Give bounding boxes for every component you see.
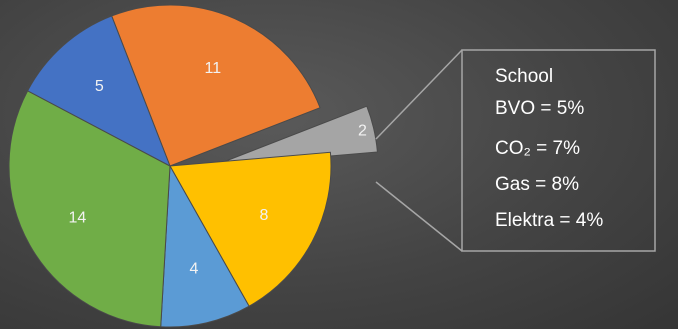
callout-leader-top [375, 49, 463, 140]
callout-line-1: School [495, 66, 553, 87]
callout-line-4: Gas = 8% [495, 174, 579, 195]
pie-slice-14 [8, 90, 171, 328]
pie-slice-5 [26, 15, 171, 168]
slice-label-4: 4 [190, 261, 199, 278]
pie-slice-11 [111, 4, 321, 167]
callout-box [461, 49, 656, 252]
callout-line-5: Elektra = 4% [495, 210, 603, 231]
callout-line-3: CO₂ = 7% [495, 138, 580, 159]
slice-label-5: 5 [95, 78, 104, 95]
callout: School BVO = 5% CO₂ = 7% Gas = 8% Elektr… [375, 49, 656, 252]
pie-slice-8 [169, 151, 332, 307]
slice-label-2: 2 [358, 123, 367, 140]
pie-slices [8, 4, 378, 328]
slice-labels: 11 2 8 4 14 5 [69, 60, 368, 278]
pie-slice-2 [212, 105, 378, 167]
callout-leader-bottom [375, 181, 463, 252]
slice-label-11: 11 [204, 60, 221, 77]
slice-label-8: 8 [260, 207, 269, 224]
slice-label-14: 14 [69, 209, 87, 226]
callout-line-2: BVO = 5% [495, 98, 584, 119]
pie-slice-4 [160, 164, 250, 328]
